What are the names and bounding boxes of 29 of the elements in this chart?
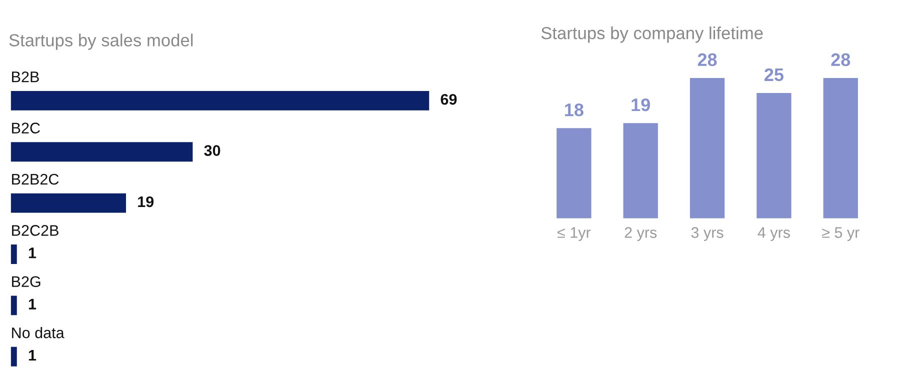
data-label: 28 bbox=[831, 53, 850, 66]
bar bbox=[690, 78, 725, 218]
x-tick-label: ≥ 5 yr bbox=[822, 227, 860, 241]
y-tick-label: B2G bbox=[12, 276, 40, 288]
data-label: 25 bbox=[764, 68, 784, 82]
chart-title: Startups by company lifetime bbox=[541, 26, 763, 43]
y-tick-label: B2C bbox=[12, 122, 40, 134]
data-label: 1 bbox=[28, 350, 36, 361]
data-label: 18 bbox=[565, 103, 584, 116]
chart-title: Startups by sales model bbox=[9, 34, 193, 50]
data-label: 28 bbox=[698, 53, 717, 66]
x-tick-label: ≤ 1yr bbox=[557, 227, 591, 241]
x-tick-label: 3 yrs bbox=[691, 227, 724, 241]
bar bbox=[623, 123, 658, 218]
bar bbox=[756, 93, 792, 218]
y-tick-label: B2B bbox=[12, 71, 39, 82]
y-tick-label: No data bbox=[12, 327, 64, 338]
data-label: 1 bbox=[28, 298, 36, 310]
data-label: 69 bbox=[440, 94, 457, 105]
bar bbox=[823, 78, 858, 218]
x-tick-label: 2 yrs bbox=[624, 227, 657, 241]
data-label: 19 bbox=[138, 196, 154, 208]
bar bbox=[556, 128, 592, 218]
data-label: 1 bbox=[28, 248, 36, 258]
y-tick-label: B2B2C bbox=[12, 174, 59, 185]
data-label: 19 bbox=[632, 98, 650, 112]
x-tick-label: 4 yrs bbox=[758, 227, 790, 241]
y-tick-label: B2C2B bbox=[12, 225, 58, 236]
data-label: 30 bbox=[204, 145, 220, 156]
